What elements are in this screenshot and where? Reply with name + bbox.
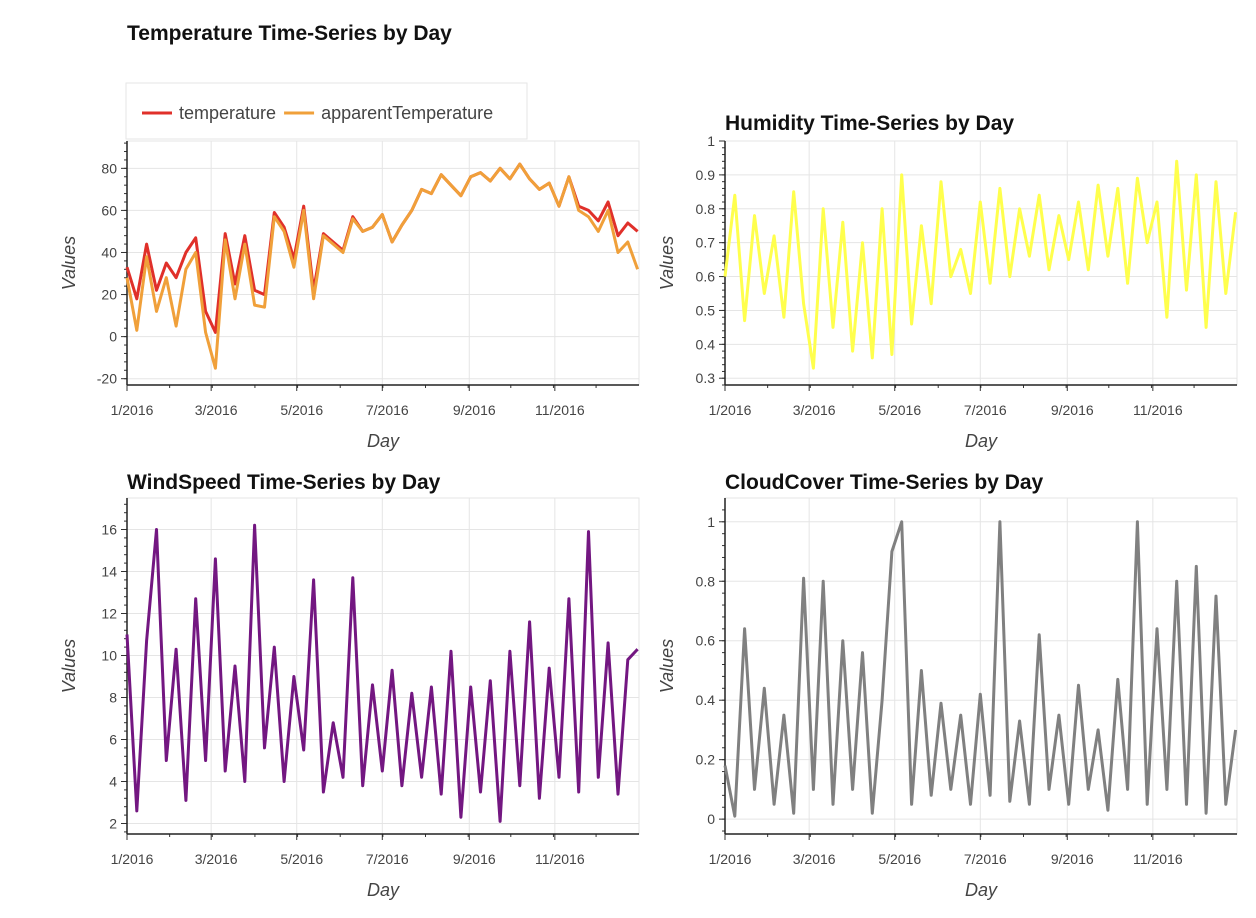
x-tick-label: 3/2016	[793, 851, 836, 867]
y-tick-label: 0.7	[696, 235, 716, 251]
plot-area	[126, 497, 640, 835]
legend-box	[125, 82, 528, 140]
x-tick-label: 5/2016	[280, 402, 323, 418]
series-apparentTemperature	[125, 162, 640, 370]
y-tick-label: 1	[707, 514, 715, 530]
y-tick-label: 0.6	[696, 269, 716, 285]
x-axis-label: Day	[367, 880, 400, 900]
plot-area	[724, 140, 1238, 386]
y-axis-label: Values	[59, 236, 79, 290]
y-tick-label: 12	[101, 606, 117, 622]
y-tick-label: 80	[101, 160, 117, 176]
cloudcover-series-line	[723, 520, 1238, 818]
x-tick-label: 1/2016	[709, 851, 752, 867]
plot-area	[126, 140, 640, 386]
y-tick-label: 0.8	[696, 573, 716, 589]
y-axis-label: Values	[59, 639, 79, 693]
y-tick-label: 16	[101, 522, 117, 538]
chart-title: Temperature Time-Series by Day	[127, 22, 452, 45]
temperature-chart: Temperature Time-Series by Day -20 0 20 40 60…	[59, 22, 640, 451]
x-tick-label: 1/2016	[111, 851, 154, 867]
x-tick-label: 3/2016	[793, 402, 836, 418]
x-axis-label: Day	[965, 880, 998, 900]
y-tick-label: 0.6	[696, 633, 716, 649]
x-tick-label: 5/2016	[878, 402, 921, 418]
chart-title: Humidity Time-Series by Day	[725, 112, 1014, 135]
y-tick-label: 8	[109, 690, 117, 706]
x-tick-label: 1/2016	[709, 402, 752, 418]
legend: temperature apparentTemperature	[125, 82, 528, 140]
y-tick-label: 0	[707, 811, 715, 827]
y-tick-label: 0.4	[696, 336, 716, 352]
y-tick-label: 0.2	[696, 752, 716, 768]
legend-label: apparentTemperature	[321, 103, 493, 123]
y-tick-label: 0.5	[696, 302, 716, 318]
x-tick-label: 5/2016	[878, 851, 921, 867]
x-axis-label: Day	[367, 431, 400, 451]
y-tick-label: -20	[97, 371, 117, 387]
x-tick-label: 9/2016	[1051, 402, 1094, 418]
windspeed-series-line	[125, 523, 639, 823]
x-tick-label: 3/2016	[195, 402, 238, 418]
humidity-chart: Humidity Time-Series by Day 0.3 0.4 0.5 0.6 0…	[657, 112, 1238, 451]
y-axis-label: Values	[657, 236, 677, 290]
y-tick-label: 20	[101, 287, 117, 303]
x-tick-label: 7/2016	[366, 402, 409, 418]
x-tick-label: 9/2016	[453, 402, 496, 418]
y-tick-label: 0.8	[696, 201, 716, 217]
x-tick-label: 9/2016	[453, 851, 496, 867]
x-tick-label: 1/2016	[111, 402, 154, 418]
y-tick-label: 40	[101, 244, 117, 260]
plot-area	[724, 497, 1238, 835]
windspeed-chart: WindSpeed Time-Series by Day 2 4 6 8 10 12 14 16…	[59, 471, 640, 900]
chart-title: CloudCover Time-Series by Day	[725, 471, 1044, 494]
x-tick-label: 9/2016	[1051, 851, 1094, 867]
y-tick-label: 60	[101, 202, 117, 218]
y-tick-label: 10	[101, 648, 117, 664]
x-tick-label: 11/2016	[535, 402, 585, 418]
humidity-series-line	[723, 159, 1238, 370]
y-axis-label: Values	[657, 639, 677, 693]
x-tick-label: 11/2016	[535, 851, 585, 867]
y-tick-label: 0.4	[696, 692, 716, 708]
x-tick-label: 7/2016	[964, 402, 1007, 418]
x-axis-label: Day	[965, 431, 998, 451]
x-tick-label: 11/2016	[1133, 851, 1183, 867]
y-tick-label: 0.9	[696, 167, 716, 183]
y-tick-label: 0	[109, 329, 117, 345]
chart-title: WindSpeed Time-Series by Day	[127, 471, 441, 494]
x-tick-label: 11/2016	[1133, 402, 1183, 418]
y-tick-label: 4	[109, 774, 117, 790]
y-tick-label: 2	[109, 816, 117, 832]
cloudcover-chart: CloudCover Time-Series by Day 0 0.2 0.4 0.6 0…	[657, 471, 1238, 900]
x-tick-label: 5/2016	[280, 851, 323, 867]
x-tick-label: 7/2016	[366, 851, 409, 867]
y-tick-label: 6	[109, 732, 117, 748]
x-tick-label: 3/2016	[195, 851, 238, 867]
y-tick-label: 14	[101, 564, 117, 580]
x-tick-label: 7/2016	[964, 851, 1007, 867]
y-tick-label: 1	[707, 133, 715, 149]
y-tick-label: 0.3	[696, 370, 716, 386]
legend-label: temperature	[179, 103, 276, 123]
